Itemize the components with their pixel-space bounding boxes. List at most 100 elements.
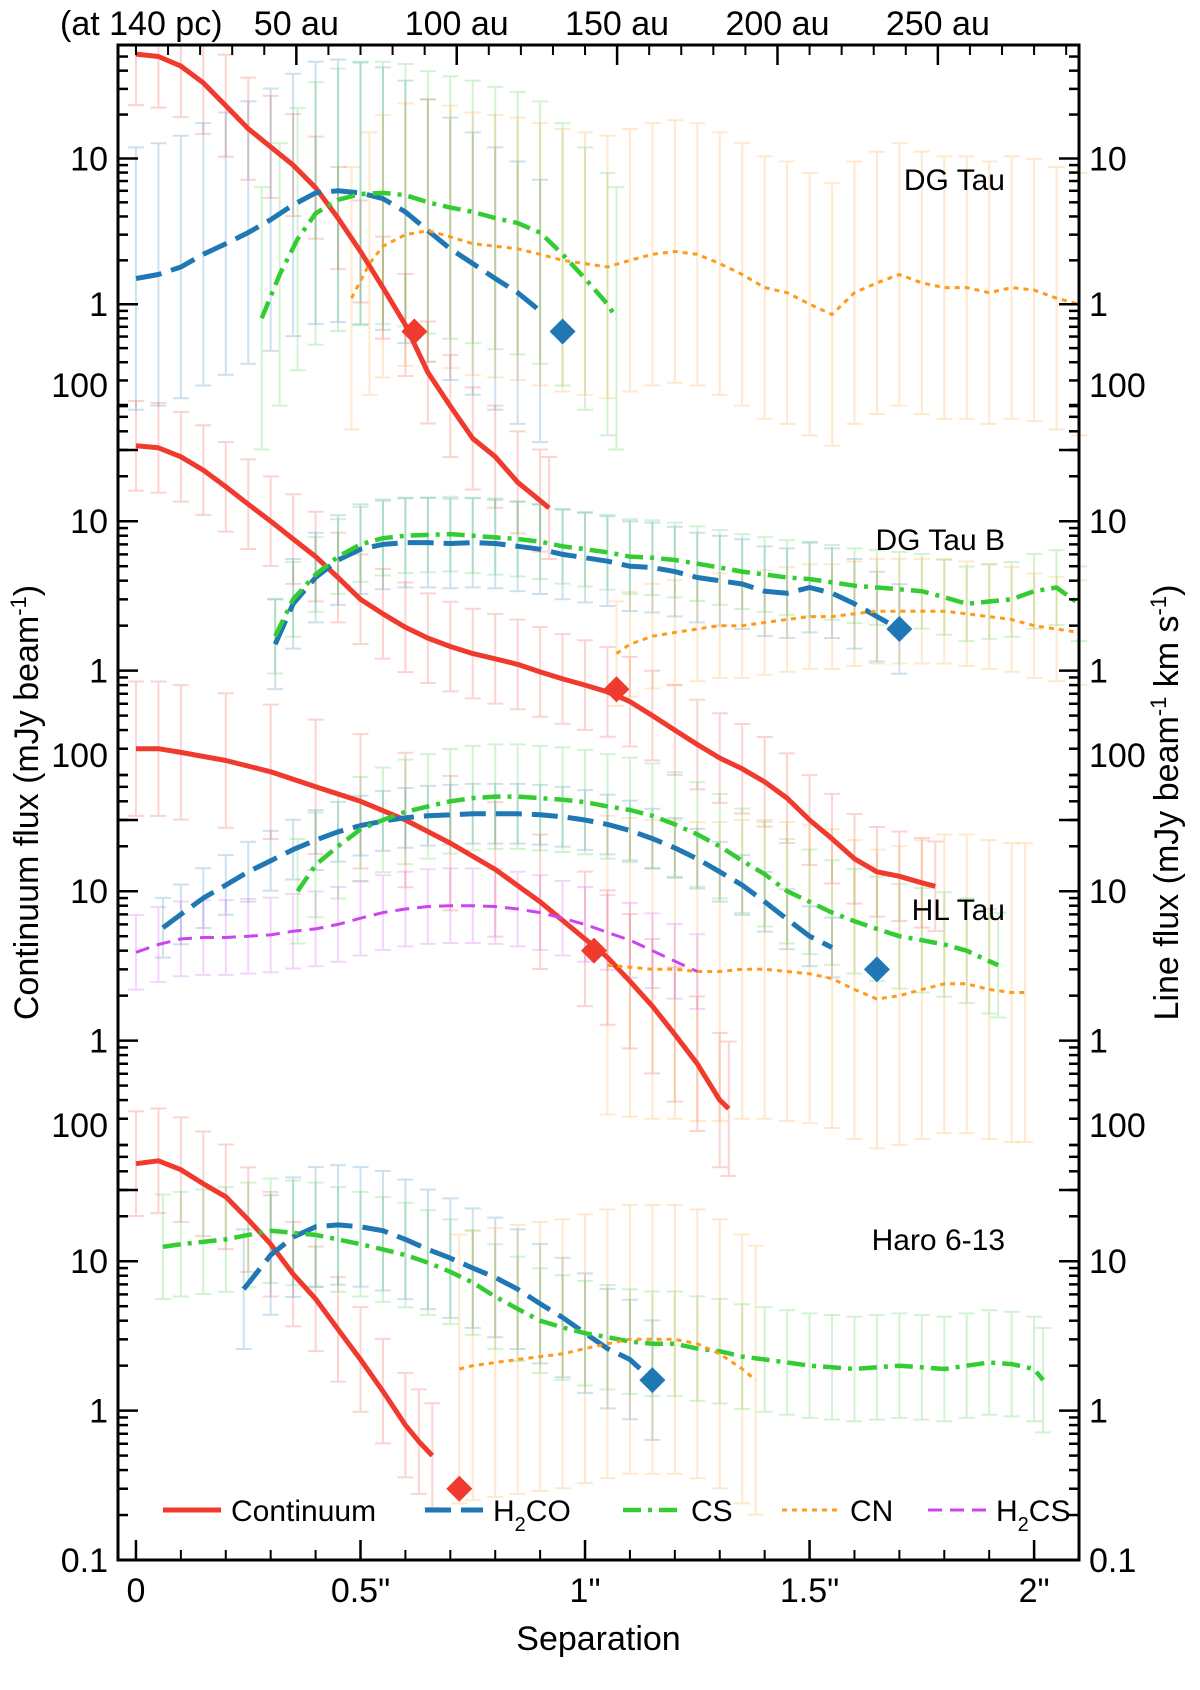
error-bar — [577, 146, 594, 411]
y-tick-label-right: 1 — [1089, 1393, 1108, 1431]
x-tick-label: 1" — [570, 1572, 601, 1610]
error-bar — [1048, 575, 1065, 683]
y-tick-label-right: 10 — [1089, 873, 1127, 911]
markers-layer — [401, 318, 913, 1502]
error-bar — [172, 44, 189, 119]
series-line-cn — [458, 1337, 757, 1382]
panel-label: Haro 6-13 — [872, 1224, 1005, 1257]
error-bar — [487, 782, 504, 845]
error-bar — [464, 79, 481, 345]
tick-labels-layer: 10 10 1 1 10 10 1 1 100 100 10 10 1 1 100 100 10 10 1 1 0.1 0… — [51, 5, 1145, 1610]
error-bar — [868, 1314, 885, 1421]
panel-label: DG Tau — [904, 164, 1005, 197]
error-bar — [424, 1402, 441, 1509]
series-line-continuum — [135, 443, 936, 889]
error-bar — [621, 591, 638, 698]
error-bar — [127, 680, 144, 817]
error-bar — [487, 1227, 504, 1498]
x-axis-title: Separation — [516, 1620, 680, 1658]
error-bar — [891, 845, 908, 1147]
x-tick-label: 0.5" — [331, 1572, 390, 1610]
error-bar — [621, 1288, 638, 1395]
error-bar — [801, 563, 818, 670]
y-tick-label-right: 1 — [1089, 653, 1108, 691]
y-tick-label-left: 1 — [89, 286, 108, 324]
y-tick-label-left: 100 — [51, 737, 108, 775]
error-bar — [532, 100, 549, 365]
error-bar — [711, 572, 728, 679]
error-bar — [577, 748, 594, 856]
error-bar — [397, 497, 414, 575]
error-bar — [240, 840, 257, 903]
error-bar — [397, 1201, 414, 1309]
error-bar — [267, 598, 284, 691]
error-bar — [352, 1166, 369, 1288]
error-bar — [464, 1229, 481, 1336]
top-axis-tick-label: 250 au — [886, 5, 990, 43]
error-bar — [608, 186, 625, 451]
error-bar — [779, 1309, 796, 1416]
y-tick-label-right: 100 — [1089, 737, 1146, 775]
series-line-h2co — [272, 540, 901, 646]
error-bar — [599, 1283, 616, 1391]
error-bar — [330, 1186, 347, 1293]
y-tick-label-left: 100 — [51, 367, 108, 405]
error-bar — [711, 131, 728, 396]
error-bar — [352, 506, 369, 583]
error-bar — [868, 150, 885, 416]
error-bar — [801, 1312, 818, 1419]
error-bar — [599, 172, 616, 437]
error-bar — [509, 500, 526, 578]
error-bar — [127, 146, 144, 411]
error-bar — [734, 818, 751, 1120]
error-bar — [1003, 561, 1020, 638]
error-bar — [824, 828, 841, 1130]
error-bar — [644, 818, 661, 1120]
panel-labels-layer: DG Tau DG Tau B HL Tau Haro 6-13 — [872, 164, 1005, 1257]
panel-label: HL Tau — [912, 894, 1005, 927]
marker-continuum — [603, 676, 630, 703]
y-tick-label-left: 1 — [89, 653, 108, 691]
top-axis-tick-label: 100 au — [405, 5, 509, 43]
error-bar — [711, 792, 728, 900]
top-axis-tick-label: 200 au — [725, 5, 829, 43]
y-tick-label-right: 10 — [1089, 1243, 1127, 1281]
legend-label-h2co: H2CO — [493, 1495, 571, 1536]
error-bar — [397, 758, 414, 866]
series-line-cs — [259, 190, 619, 320]
x-tick-label: 0 — [127, 1572, 146, 1610]
marker-continuum — [581, 937, 608, 964]
error-bar — [981, 1309, 998, 1416]
error-bars-layer — [127, 44, 1087, 1516]
error-bar — [1035, 1326, 1052, 1434]
y-tick-label-left: 10 — [70, 873, 108, 911]
error-bar — [981, 160, 998, 425]
series-line-cn — [350, 229, 1080, 316]
top-axis-tick-label: 50 au — [254, 5, 339, 43]
error-bar — [172, 1190, 189, 1298]
error-bar — [801, 172, 818, 437]
y-tick-label-right: 1 — [1089, 286, 1108, 324]
y-tick-label-left: 0.1 — [61, 1542, 108, 1580]
error-bar — [711, 529, 728, 606]
error-bar — [330, 514, 347, 606]
error-bar — [666, 1203, 683, 1475]
top-axis-distance-label: (at 140 pc) — [60, 5, 223, 43]
error-bar — [554, 128, 571, 393]
error-bar — [352, 60, 369, 326]
series-lines-layer — [135, 51, 1081, 1458]
series-line-cs — [295, 794, 1000, 968]
error-bar — [464, 496, 481, 589]
error-bar — [599, 814, 616, 1116]
error-bar — [1026, 552, 1043, 630]
error-bar — [756, 155, 773, 420]
top-axis-tick-label: 150 au — [565, 5, 669, 43]
error-bar — [621, 128, 638, 393]
error-bar — [267, 597, 284, 675]
error-bar — [532, 744, 549, 852]
y-tick-label-right: 10 — [1089, 140, 1127, 178]
error-bar — [464, 111, 481, 376]
y-tick-label-left: 10 — [70, 1243, 108, 1281]
error-bar — [936, 155, 953, 420]
error-bar — [442, 116, 459, 381]
